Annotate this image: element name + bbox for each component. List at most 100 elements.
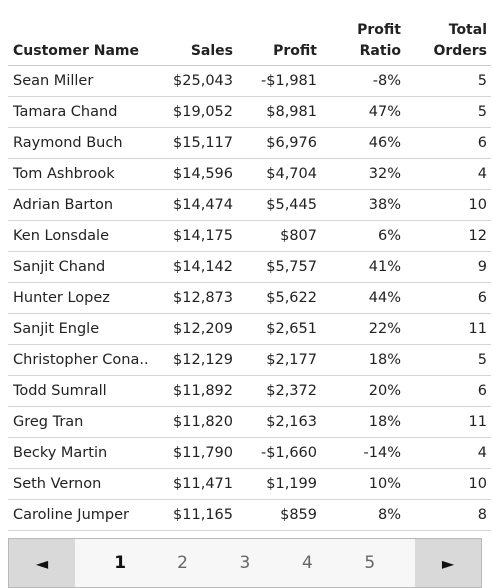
header-total-orders-line2: Orders [433,43,487,59]
table-row[interactable]: Christopher Cona.. $12,129 $2,177 18% 5 [8,344,491,376]
cell-profit: $8,981 [233,96,317,128]
cell-profit: $6,976 [233,127,317,159]
cell-profit-ratio: 47% [317,96,401,128]
cell-profit-ratio: 46% [317,127,401,159]
cell-total-orders: 11 [401,406,491,438]
cell-customer-name: Hunter Lopez [8,282,163,314]
cell-sales: $12,209 [163,313,233,345]
table-row[interactable]: Todd Sumrall $11,892 $2,372 20% 6 [8,375,491,407]
header-profit[interactable]: Profit [233,20,317,66]
table-row[interactable]: Raymond Buch $15,117 $6,976 46% 6 [8,127,491,159]
cell-customer-name: Tamara Chand [8,96,163,128]
cell-customer-name: Todd Sumrall [8,375,163,407]
cell-sales: $11,820 [163,406,233,438]
table-row[interactable]: Sean Miller $25,043 -$1,981 -8% 5 [8,65,491,97]
cell-customer-name: Ken Lonsdale [8,220,163,252]
cell-sales: $11,790 [163,437,233,469]
cell-profit: $807 [233,220,317,252]
cell-customer-name: Becky Martin [8,437,163,469]
cell-customer-name: Adrian Barton [8,189,163,221]
table-row[interactable]: Seth Vernon $11,471 $1,199 10% 10 [8,468,491,500]
cell-sales: $12,873 [163,282,233,314]
cell-sales: $25,043 [163,65,233,97]
header-sales[interactable]: Sales [163,20,233,66]
table-row[interactable]: Ken Lonsdale $14,175 $807 6% 12 [8,220,491,252]
cell-total-orders: 12 [401,220,491,252]
header-total-orders-line1: Total [448,22,487,38]
cell-customer-name: Sean Miller [8,65,163,97]
cell-total-orders: 10 [401,189,491,221]
cell-profit: $2,651 [233,313,317,345]
cell-profit-ratio: 6% [317,220,401,252]
cell-sales: $11,165 [163,499,233,531]
page-number-3[interactable]: 3 [239,553,251,573]
arrow-right-icon: ► [441,553,455,573]
cell-total-orders: 8 [401,499,491,531]
cell-sales: $11,471 [163,468,233,500]
cell-profit: $5,757 [233,251,317,283]
cell-profit-ratio: 20% [317,375,401,407]
cell-profit: $2,163 [233,406,317,438]
table-row[interactable]: Tamara Chand $19,052 $8,981 47% 5 [8,96,491,128]
page-number-5[interactable]: 5 [364,553,376,573]
arrow-left-icon: ◄ [35,553,49,573]
page-number-2[interactable]: 2 [177,553,188,573]
cell-customer-name: Sanjit Chand [8,251,163,283]
cell-profit-ratio: 18% [317,344,401,376]
page-number-1[interactable]: 1 [114,553,127,573]
table-row[interactable]: Becky Martin $11,790 -$1,660 -14% 4 [8,437,491,469]
next-page-button[interactable]: ► [415,539,481,587]
table-row[interactable]: Sanjit Engle $12,209 $2,651 22% 11 [8,313,491,345]
cell-sales: $19,052 [163,96,233,128]
cell-profit: $5,445 [233,189,317,221]
cell-total-orders: 4 [401,158,491,190]
page-number-4[interactable]: 4 [301,553,313,573]
cell-total-orders: 10 [401,468,491,500]
header-customer-name-label: Customer Name [13,43,139,59]
header-profit-ratio[interactable]: Profit Ratio [317,20,401,66]
table-row[interactable]: Sanjit Chand $14,142 $5,757 41% 9 [8,251,491,283]
table-row[interactable]: Adrian Barton $14,474 $5,445 38% 10 [8,189,491,221]
cell-profit-ratio: 32% [317,158,401,190]
prev-page-button[interactable]: ◄ [9,539,75,587]
table-row[interactable]: Caroline Jumper $11,165 $859 8% 8 [8,499,491,531]
cell-profit: -$1,981 [233,65,317,97]
cell-sales: $14,474 [163,189,233,221]
cell-customer-name: Tom Ashbrook [8,158,163,190]
cell-sales: $15,117 [163,127,233,159]
cell-profit-ratio: -8% [317,65,401,97]
header-profit-ratio-line2: Ratio [359,43,401,59]
cell-profit: -$1,660 [233,437,317,469]
cell-total-orders: 6 [401,127,491,159]
cell-total-orders: 6 [401,282,491,314]
cell-total-orders: 4 [401,437,491,469]
cell-total-orders: 5 [401,96,491,128]
cell-total-orders: 11 [401,313,491,345]
cell-profit: $2,372 [233,375,317,407]
header-profit-label: Profit [273,43,317,59]
cell-profit: $2,177 [233,344,317,376]
cell-profit-ratio: 44% [317,282,401,314]
cell-total-orders: 9 [401,251,491,283]
cell-customer-name: Sanjit Engle [8,313,163,345]
table-row[interactable]: Tom Ashbrook $14,596 $4,704 32% 4 [8,158,491,190]
cell-profit: $859 [233,499,317,531]
cell-total-orders: 5 [401,344,491,376]
table-row[interactable]: Greg Tran $11,820 $2,163 18% 11 [8,406,491,438]
cell-total-orders: 6 [401,375,491,407]
cell-customer-name: Raymond Buch [8,127,163,159]
header-profit-ratio-line1: Profit [357,22,401,38]
cell-customer-name: Christopher Cona.. [8,344,163,376]
page-number-list: 1 2 3 4 5 [75,539,415,587]
cell-sales: $14,142 [163,251,233,283]
header-customer-name[interactable]: Customer Name [8,20,163,66]
table-row[interactable]: Hunter Lopez $12,873 $5,622 44% 6 [8,282,491,314]
cell-profit-ratio: 22% [317,313,401,345]
table-header-row: Customer Name Sales Profit Profit Ratio T… [8,20,491,66]
cell-profit-ratio: 8% [317,499,401,531]
header-total-orders[interactable]: Total Orders [401,20,491,66]
pagination-bar: ◄ 1 2 3 4 5 ► [8,538,482,588]
cell-profit: $5,622 [233,282,317,314]
cell-profit: $4,704 [233,158,317,190]
